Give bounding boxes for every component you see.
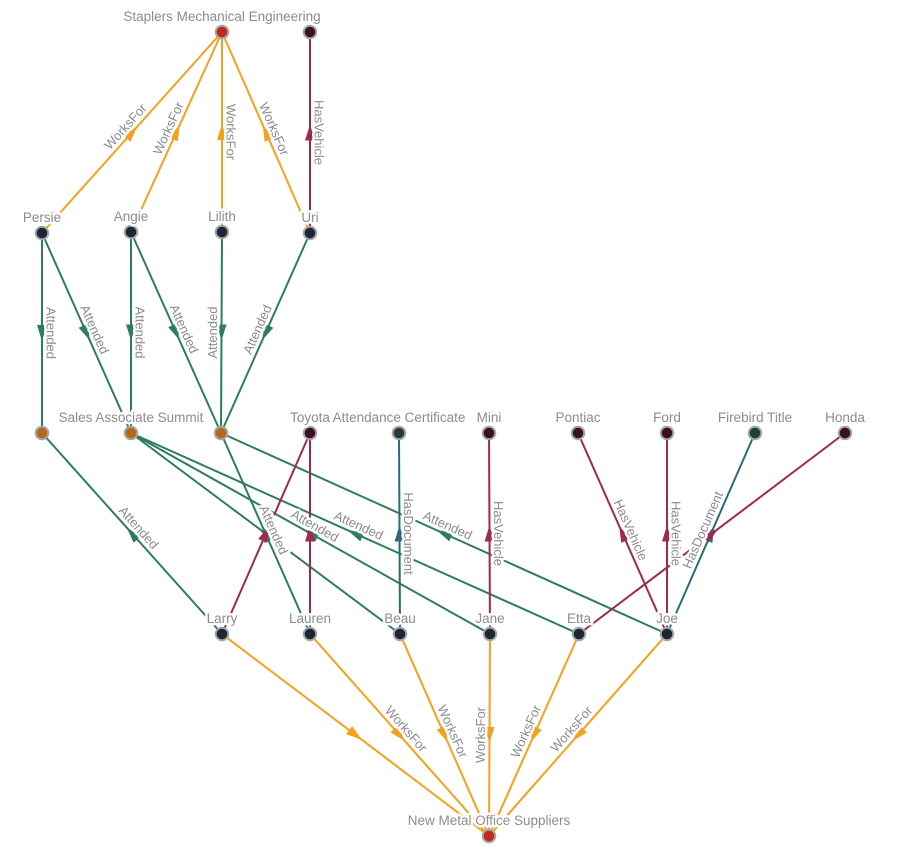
arrow-angie-summit [126,324,136,341]
node-label-lilith: Lilith [208,209,236,224]
node-label-larry: Larry [207,611,238,626]
arrow-angie-event-c [168,323,180,340]
node-label-attendance-certificate: Attendance Certificate [333,410,466,425]
node-joe[interactable] [659,626,675,642]
node-event-a[interactable] [34,425,50,441]
edge-label-lauren-nmos: WorksFor [382,703,431,755]
edge-label-joe-ford: HasVehicle [669,501,684,566]
node-label-mini: Mini [477,410,502,425]
edge-label-jane-mini: HasVehicle [491,501,506,566]
arrow-joe-event-c [436,530,454,542]
node-persie[interactable] [34,225,50,241]
node-labels-layer: Staplers Mechanical Engineering Persie Ang… [20,7,868,831]
arrow-larry-nmos [346,726,362,740]
arrow-joe-nmos [572,725,588,742]
edge-arrows-layer [37,124,719,743]
edge-label-persie-event-a: Attended [44,307,59,359]
node-etta[interactable] [571,626,587,642]
node-label-persie: Persie [23,210,61,225]
arrow-etta-summit [347,530,365,542]
arrow-persie-staplers [122,126,138,142]
node-label-pontiac: Pontiac [555,410,600,425]
arrow-uri-event-c [262,323,274,341]
edge-label-uri-vehicle-top: HasVehicle [312,100,327,165]
arrow-angie-staplers [168,124,180,142]
nodes-layer [34,24,853,844]
arrow-jane-mini [484,525,495,542]
arrow-etta-nmos [530,725,542,743]
arrow-jane-nmos [484,726,495,743]
arrow-persie-event-a [37,325,47,341]
node-summit[interactable] [123,425,139,441]
edge-label-lilith-staplers: WorksFor [224,104,239,161]
arrow-lauren-toyota [305,525,315,542]
node-firebird-title[interactable] [747,425,763,441]
arrow-uri-vehicle-top [305,124,315,141]
node-label-uri: Uri [301,210,318,225]
node-staplers[interactable] [214,24,230,40]
node-label-nmos: New Metal Office Suppliers [408,813,571,828]
node-lilith[interactable] [214,224,230,240]
node-larry[interactable] [214,626,230,642]
node-beau[interactable] [392,626,408,642]
arrow-larry-event-a [126,527,142,543]
node-label-ford: Ford [653,410,681,425]
node-label-jane: Jane [475,611,504,626]
node-vehicle-top[interactable] [302,24,318,40]
arrow-beau-nmos [436,725,448,743]
arrow-beau-attendance-certificate [394,525,405,542]
node-uri[interactable] [302,225,318,241]
edge-label-angie-summit: Attended [133,306,148,358]
edge-label-joe-firebird-title: HasDocument [679,489,726,571]
arrow-lilith-event-c [216,324,227,341]
edge-label-lilith-event-c: Attended [205,306,220,358]
node-attendance-certificate[interactable] [391,425,407,441]
node-label-firebird-title: Firebird Title [718,410,792,425]
arrow-larry-toyota [258,526,270,543]
arrow-lauren-nmos [390,725,405,741]
node-lauren[interactable] [302,626,318,642]
arrow-joe-pontiac [619,526,631,543]
node-label-staplers: Staplers Mechanical Engineering [123,9,320,24]
node-event-c[interactable] [213,425,229,441]
node-label-lauren: Lauren [289,611,331,626]
node-label-honda: Honda [825,410,865,425]
arrow-persie-summit [78,323,90,341]
node-label-beau: Beau [384,611,416,626]
node-honda[interactable] [837,425,853,441]
node-angie[interactable] [123,224,139,240]
node-label-angie: Angie [114,209,149,224]
edge-label-larry-event-a: Attended [116,503,162,552]
edge-label-beau-attendance-certificate: HasDocument [401,492,416,575]
arrow-lilith-staplers [217,124,227,140]
node-toyota[interactable] [302,425,318,441]
edge-label-joe-nmos: WorksFor [547,703,596,755]
node-label-toyota: Toyota [290,410,330,425]
arrow-uri-staplers [262,125,274,142]
node-label-summit: Sales Associate Summit [59,410,204,425]
node-label-joe: Joe [656,611,678,626]
edge-label-jane-nmos: WorksFor [473,706,488,763]
node-jane[interactable] [482,626,498,642]
edge-label-persie-staplers: WorksFor [101,100,150,152]
node-nmos[interactable] [481,828,497,844]
node-mini[interactable] [481,425,497,441]
node-ford[interactable] [659,425,675,441]
node-pontiac[interactable] [570,425,586,441]
arrow-joe-ford [662,525,672,542]
arrow-etta-honda [702,528,719,543]
node-label-etta: Etta [567,611,592,626]
